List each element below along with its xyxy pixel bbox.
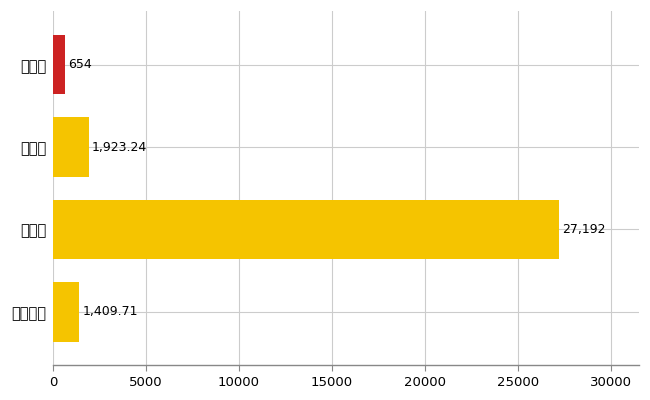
- Bar: [53, 282, 79, 342]
- Bar: [53, 118, 89, 177]
- Text: 654: 654: [68, 58, 92, 71]
- Text: 1,923.24: 1,923.24: [92, 140, 148, 154]
- Bar: [53, 200, 559, 259]
- Text: 1,409.71: 1,409.71: [83, 306, 138, 318]
- Text: 27,192: 27,192: [562, 223, 606, 236]
- Bar: [53, 35, 65, 94]
